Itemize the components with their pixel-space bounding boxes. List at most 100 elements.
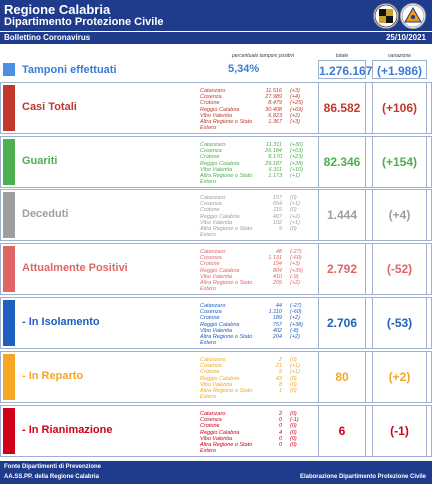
province-row: Altra Regione o Stato Estero 9 (0) [200,225,297,238]
province-row: Cosenza 21 (+1) [200,363,300,369]
province-delta: (+2) [290,315,300,322]
province-value: 0 [278,435,282,442]
province-row: Crotone 189 (+2) [200,315,300,321]
province-row: Vibo Valentia 102 (+1) [200,220,300,226]
province-name: Reggio Calabria [200,267,240,274]
footer-bar: Fonte Dipartimenti di Prevenzione AA.SS.… [0,461,432,484]
civil-protection-logo-icon [400,3,426,29]
col-header-perc: percentuale tamponi positivi [232,53,294,59]
province-name: Altra Regione o Stato Estero [200,279,253,293]
section-color-bar [3,300,15,346]
bulletin-label: Bollettino Coronavirus [4,33,91,42]
section-total: 2.706 [318,297,366,349]
province-row: Altra Regione o Stato Estero 1.367 (+3) [200,119,300,131]
province-value: 402 [272,327,282,334]
province-delta: (+1) [290,219,300,226]
province-delta: (+10) [290,166,303,173]
section-total: 80 [318,351,366,403]
section-1: Casi Totali Catanzaro 11.516 (+3) Cosenza 27.… [0,82,432,134]
section-label: Casi Totali [22,101,77,113]
tamponi-perc: 5,34% [228,63,260,75]
province-row: Reggio Calabria 407 (+2) [200,213,300,220]
province-value: 2 [278,357,282,363]
section-total: 86.582 [318,82,366,134]
province-row: Crotone 5 (+1) [200,369,300,376]
province-name: Altra Regione o Stato Estero [200,333,253,347]
province-delta: (+1) [290,363,300,370]
section-variation: (+154) [372,136,427,188]
province-value: 205 [272,279,282,286]
province-value: 204 [272,333,282,340]
province-delta: (+1) [290,172,300,179]
province-name: Reggio Calabria [200,160,240,167]
province-row: Vibo Valentia 6.311 (+10) [200,167,303,173]
province-name: Crotone [200,261,220,268]
section-color-bar [3,408,15,454]
province-value: 2 [278,411,282,417]
province-name: Cosenza [200,309,222,316]
province-name: Reggio Calabria [200,106,240,113]
province-value: 1.173 [268,172,282,179]
province-value: 26.184 [265,148,282,155]
section-2: Guariti Catanzaro 11.311 (+30) Cosenza 26.184… [0,136,432,188]
province-delta: (+4) [290,94,300,101]
province-name: Cosenza [200,94,222,101]
province-name: Crotone [200,369,220,376]
province-delta: (+3) [290,261,300,268]
province-value: 194 [272,261,282,268]
province-value: 44 [275,303,282,309]
province-value: 1 [278,387,282,394]
province-row: Crotone 194 (+3) [200,261,300,268]
section-total: 2.792 [318,243,366,295]
province-name: Altra Regione o Stato Estero [200,441,253,455]
section-total: 6 [318,405,366,457]
province-delta: (+3) [290,118,300,125]
section-variation: (+2) [372,351,427,403]
province-name: Altra Regione o Stato Estero [200,387,253,401]
province-name: Catanzaro [200,249,226,255]
section-color-bar [3,192,15,238]
section-label: - In Rianimazione [22,424,113,436]
province-row: Crotone 8.479 (+25) [200,100,303,107]
province-row: Vibo Valentia 8 (0) [200,381,297,388]
section-color-bar [3,85,15,131]
province-name: Vibo Valentia [200,381,233,388]
tamponi-variation: (+1.986) [372,60,427,79]
section-label: Attualmente Positivi [22,262,128,274]
province-delta: (0) [290,225,297,232]
province-row: Cosenza 1.110 (-60) [200,309,302,316]
province-name: Vibo Valentia [200,112,233,119]
province-value: 0 [278,417,282,424]
province-row: Altra Regione o Stato Estero 1 (0) [200,387,297,401]
province-name: Reggio Calabria [200,321,240,328]
footer-source: Fonte Dipartimenti di Prevenzione [4,464,102,470]
province-delta: (-60) [290,255,302,262]
province-delta: (0) [290,387,297,394]
province-value: 11.311 [265,142,282,148]
province-delta: (0) [290,435,297,442]
province-delta: (0) [290,381,297,388]
section-color-bar [3,354,15,400]
province-delta: (0) [290,423,297,430]
province-name: Reggio Calabria [200,213,240,220]
section-variation: (-52) [372,243,427,295]
province-value: 8.170 [268,154,282,161]
province-row: Reggio Calabria 43 (0) [200,375,297,382]
province-value: 43 [275,375,282,382]
province-row: Reggio Calabria 757 (+38) [200,321,303,328]
section-total: 82.346 [318,136,366,188]
tamponi-row: Tamponi effettuati 5,34% 1.276.167 (+1.9… [0,60,432,79]
province-delta: (0) [290,357,297,363]
tamponi-total: 1.276.167 [318,60,372,79]
province-name: Crotone [200,100,220,107]
province-row: Cosenza 26.184 (+63) [200,148,303,155]
section-7: - In Rianimazione Catanzaro 2 (0) Cosenza 0 (-… [0,405,432,457]
province-row: Cosenza 1.131 (-60) [200,255,302,261]
province-list: Catanzaro 44 (-27) Cosenza 1.110 (-60) Crotone… [200,303,303,347]
province-value: 1.110 [268,309,282,316]
province-name: Vibo Valentia [200,435,233,442]
province-row: Catanzaro 2 (0) [200,357,297,363]
province-delta: (+3) [290,88,300,94]
province-list: Catanzaro 2 (0) Cosenza 0 (-1) Crotone 0 (0) Regg… [200,411,299,455]
province-row: Vibo Valentia 6.823 (+2) [200,112,300,119]
